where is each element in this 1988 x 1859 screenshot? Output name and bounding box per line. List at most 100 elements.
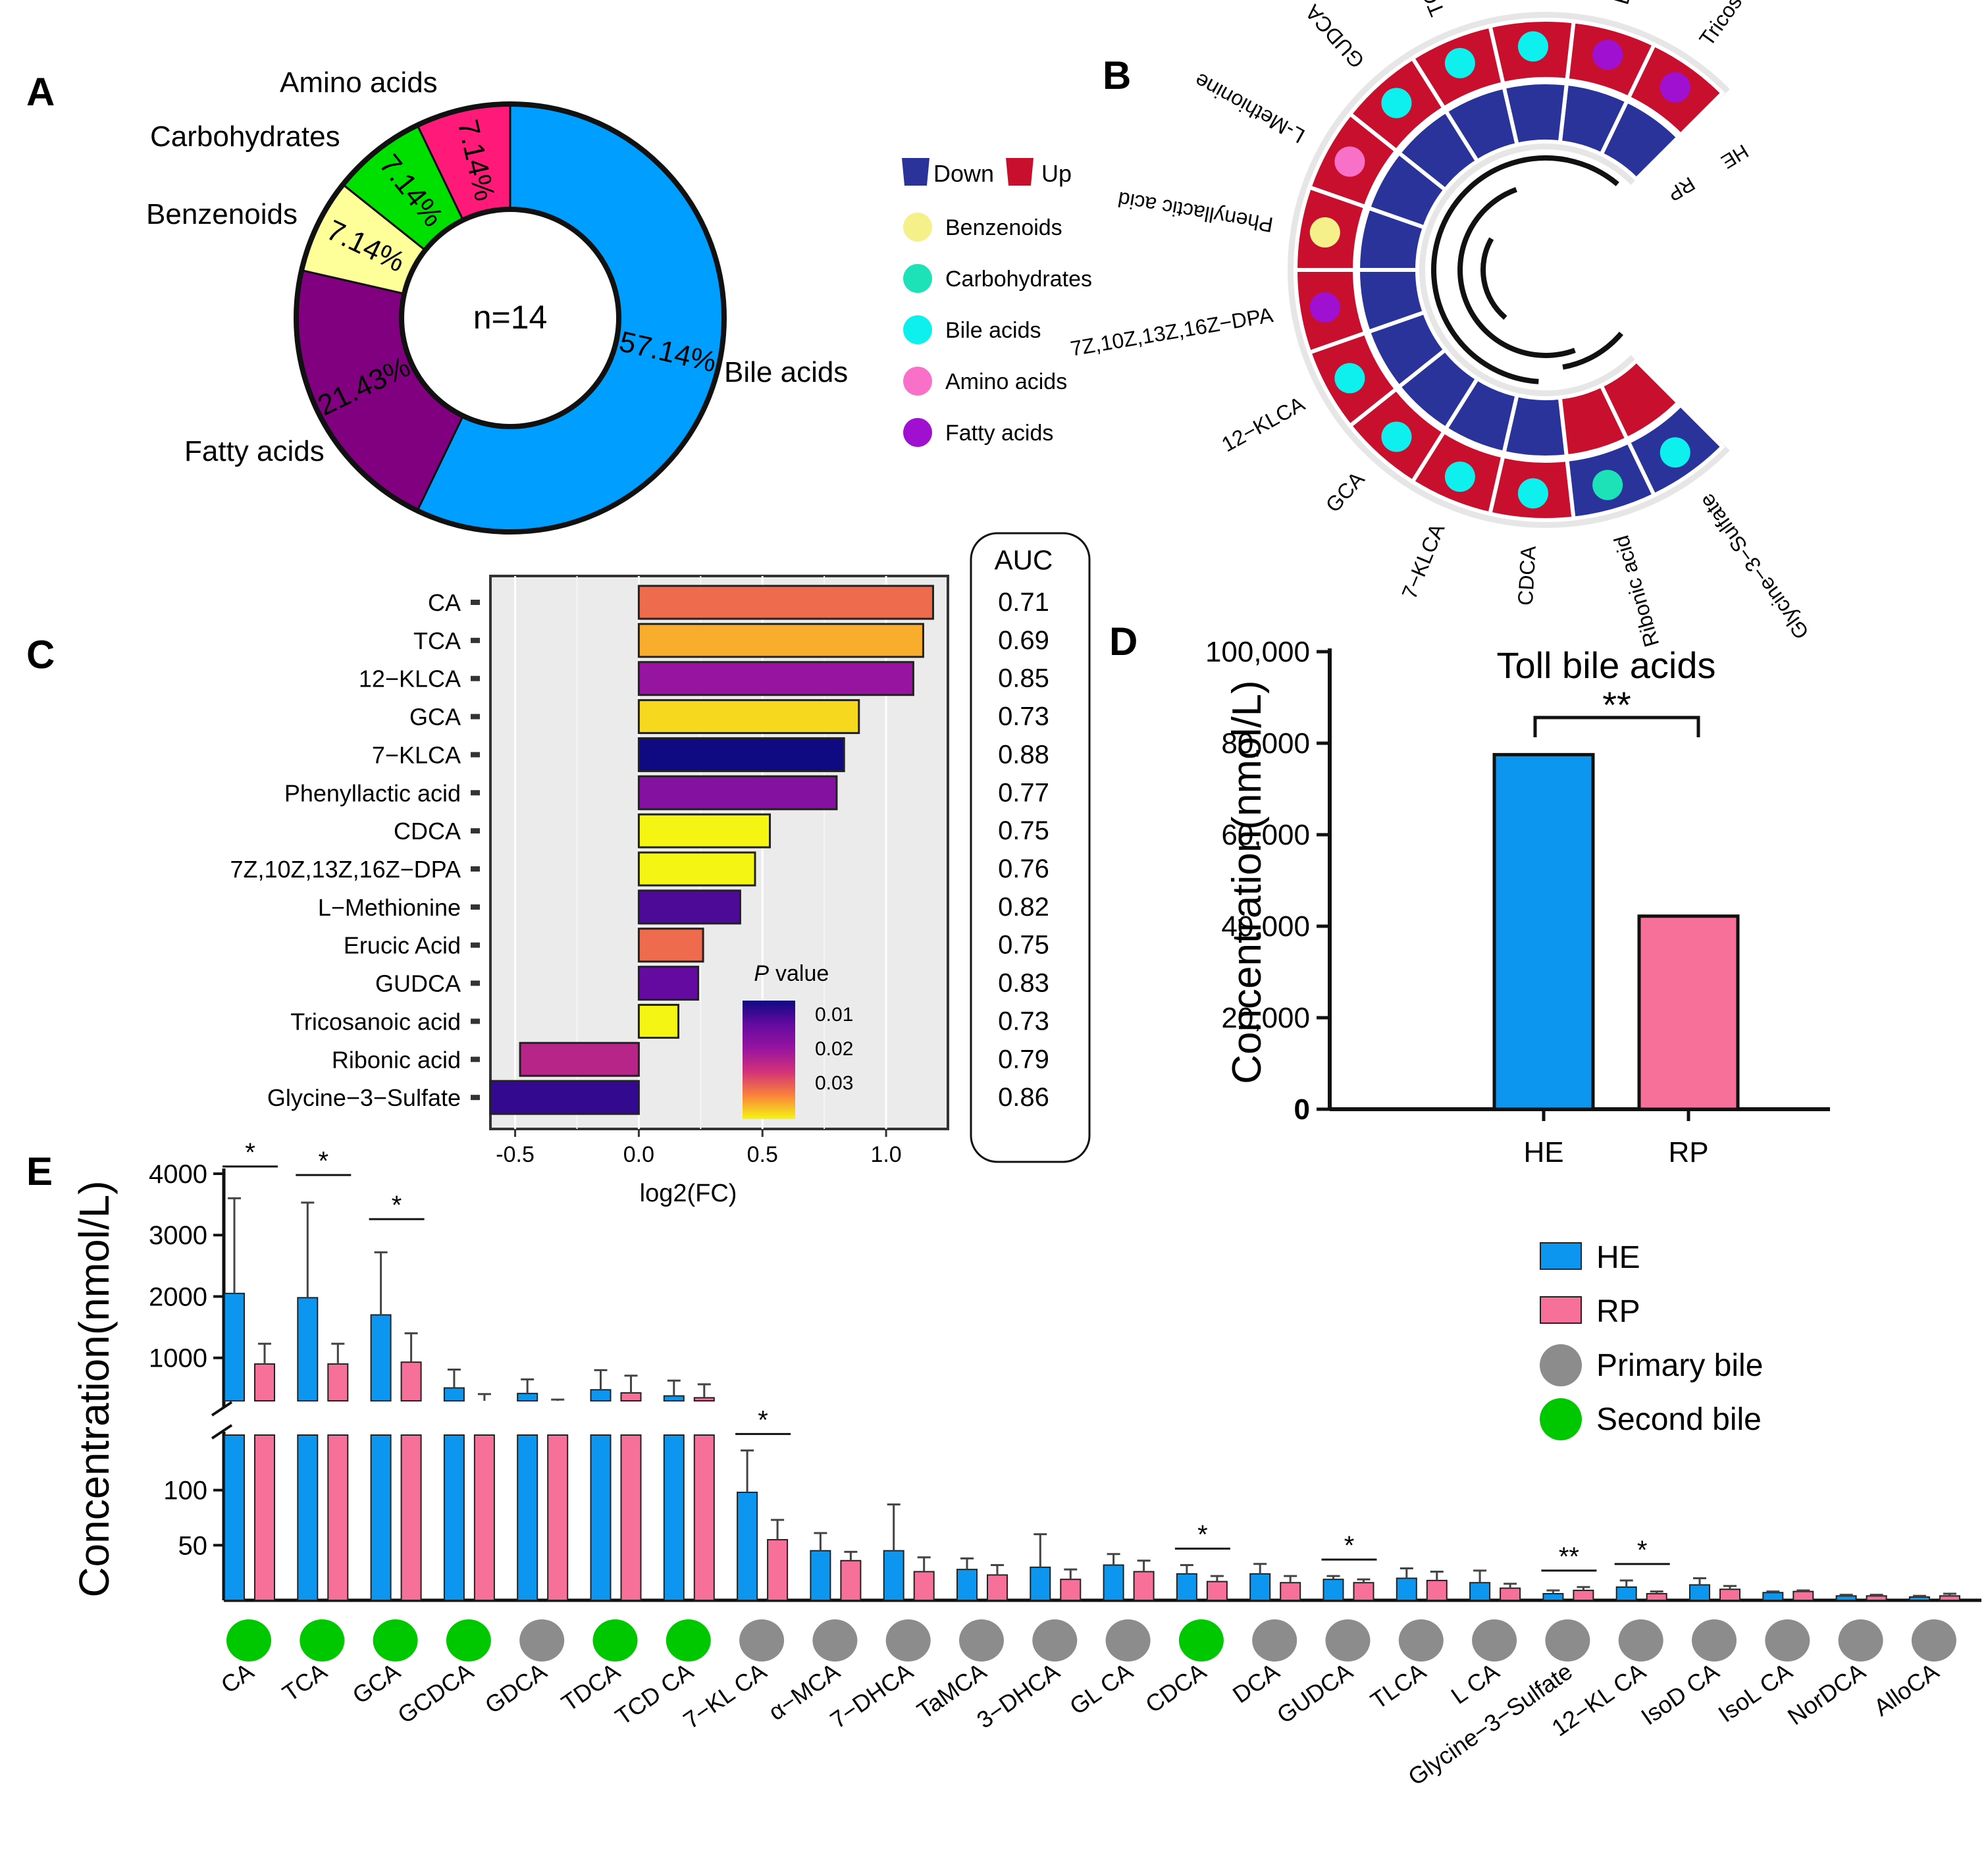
fold-change-category-label: Glycine−3−Sulfate — [267, 1084, 461, 1111]
legend-class-dot — [903, 367, 932, 396]
bile-type-dot — [1838, 1619, 1883, 1662]
y-tick-mark — [471, 980, 480, 986]
y-tick-mark — [471, 1057, 480, 1062]
bar-rp — [1500, 1587, 1521, 1601]
fold-change-bar — [637, 737, 845, 772]
bar-rp — [1866, 1595, 1887, 1601]
x-tick-label: CA — [216, 1658, 258, 1698]
x-tick-label: 0.5 — [747, 1142, 778, 1167]
y-tick-mark — [471, 790, 480, 796]
bar-he — [224, 1434, 245, 1601]
panel-label-e: E — [26, 1149, 53, 1193]
legend-swatch — [1540, 1242, 1582, 1270]
heatmap-class-dot — [1309, 217, 1340, 248]
x-tick-label: AlloCA — [1869, 1658, 1944, 1721]
x-tick-label: GCA — [348, 1658, 405, 1709]
heatmap-class-dot — [1309, 292, 1340, 323]
heatmap-cell-rp — [1501, 392, 1569, 459]
bile-type-dot — [1398, 1619, 1444, 1662]
significance-mark: * — [758, 1405, 768, 1434]
bar-he — [663, 1434, 685, 1601]
bar-he — [443, 1387, 465, 1402]
heatmap-metabolite-label: L-Methionine — [1191, 68, 1309, 148]
auc-value: 0.79 — [998, 1045, 1049, 1074]
y-tick-label: 80,000 — [1221, 727, 1310, 760]
fold-change-category-label: 7Z,10Z,13Z,16Z−DPA — [230, 856, 461, 883]
heatmap-class-dot — [1660, 437, 1690, 468]
donut-inner-border — [399, 207, 621, 429]
significance-mark: * — [245, 1138, 255, 1167]
panel-c-fold-change-bars: CA 0.71 TCA 0.69 12−KLCA 0.85 GCA 0.73 7−KLCA 0.8… — [230, 532, 1091, 1207]
bile-type-dot — [300, 1619, 345, 1662]
donut-category-label: Carbohydrates — [150, 120, 340, 153]
bar-he — [737, 1492, 758, 1602]
heatmap-metabolite-label: GUDCA — [1300, 0, 1369, 73]
y-tick-mark — [471, 637, 480, 643]
y-tick-mark — [471, 866, 480, 872]
y-tick-mark — [471, 1018, 480, 1024]
heatmap-ring-label: RP — [1664, 172, 1699, 205]
heatmap-class-dot — [1381, 88, 1412, 118]
heatmap-class-dot — [1334, 146, 1365, 177]
heatmap-class-dot — [1517, 478, 1548, 509]
panel-label-d: D — [1109, 619, 1138, 664]
p-value-colorbar — [743, 1001, 795, 1119]
bar-rp — [620, 1434, 642, 1601]
chart-title: Toll bile acids — [1496, 644, 1715, 686]
legend-class-dot — [903, 213, 932, 242]
bar-rp — [1719, 1588, 1740, 1601]
bar-rp — [1792, 1590, 1814, 1601]
legend-tick-label: 0.02 — [815, 1038, 853, 1060]
legend-class-dot — [903, 418, 932, 447]
bar-he — [443, 1434, 465, 1601]
bile-type-dot — [959, 1619, 1004, 1662]
bar-he — [1103, 1564, 1124, 1602]
x-tick-label: NorDCA — [1783, 1658, 1870, 1730]
bile-type-dot — [1545, 1619, 1590, 1662]
auc-value: 0.88 — [998, 740, 1049, 769]
heatmap-class-dot — [1444, 47, 1475, 78]
fold-change-bar — [489, 1080, 640, 1115]
fold-change-category-label: Erucic Acid — [344, 932, 461, 959]
legend-tick-label: 0.03 — [815, 1072, 853, 1094]
y-tick-mark — [471, 752, 480, 758]
x-axis-label: log2(FC) — [640, 1180, 737, 1207]
fold-change-bar — [637, 813, 772, 849]
legend-dot — [1540, 1398, 1582, 1440]
bile-type-dot — [885, 1619, 931, 1662]
x-tick-label: 7−KL CA — [678, 1658, 771, 1734]
bar-rp — [1646, 1592, 1667, 1601]
fold-change-bar — [637, 966, 700, 1001]
donut-category-label: Fatty acids — [184, 435, 325, 467]
x-tick-label: 7−DHCA — [825, 1658, 918, 1734]
bar-he — [1030, 1566, 1051, 1602]
legend-down-label: Down — [933, 160, 994, 187]
y-tick-label: 100 — [163, 1477, 207, 1506]
x-tick-label: IsoL CA — [1713, 1658, 1797, 1727]
bile-type-dot — [1105, 1619, 1151, 1662]
bar-rp — [327, 1434, 349, 1601]
dendrogram-branch — [1562, 331, 1623, 370]
legend-class-label: Amino acids — [945, 369, 1067, 394]
axis-break-mark — [211, 1401, 233, 1417]
heatmap-class-dot — [1334, 363, 1365, 394]
y-tick-label: 50 — [178, 1531, 208, 1560]
bar-rp — [840, 1559, 862, 1602]
heatmap-class-dot — [1381, 421, 1412, 452]
panel-d-total-bile-acids: 0 20,000 40,000 60,000 80,000 100,000 HE RP Toll… — [1205, 636, 1830, 1168]
heatmap-metabolite-label: Glycine−3−Sulfate — [1694, 490, 1814, 644]
y-tick-label: 4000 — [149, 1160, 207, 1189]
heatmap-class-dot — [1444, 461, 1475, 492]
auc-value: 0.73 — [998, 702, 1049, 731]
bar-he — [1249, 1573, 1271, 1602]
significance-mark: * — [1344, 1531, 1355, 1560]
bar-rp — [1280, 1582, 1301, 1601]
fold-change-bar — [637, 623, 924, 658]
donut-category-label: Amino acids — [280, 66, 438, 99]
dendrogram-branch — [1457, 187, 1576, 358]
bar-rp — [693, 1434, 715, 1601]
legend-class-dot — [903, 264, 932, 293]
heatmap-class-dot — [1592, 469, 1623, 500]
legend-class-label: Benzenoids — [945, 215, 1062, 240]
